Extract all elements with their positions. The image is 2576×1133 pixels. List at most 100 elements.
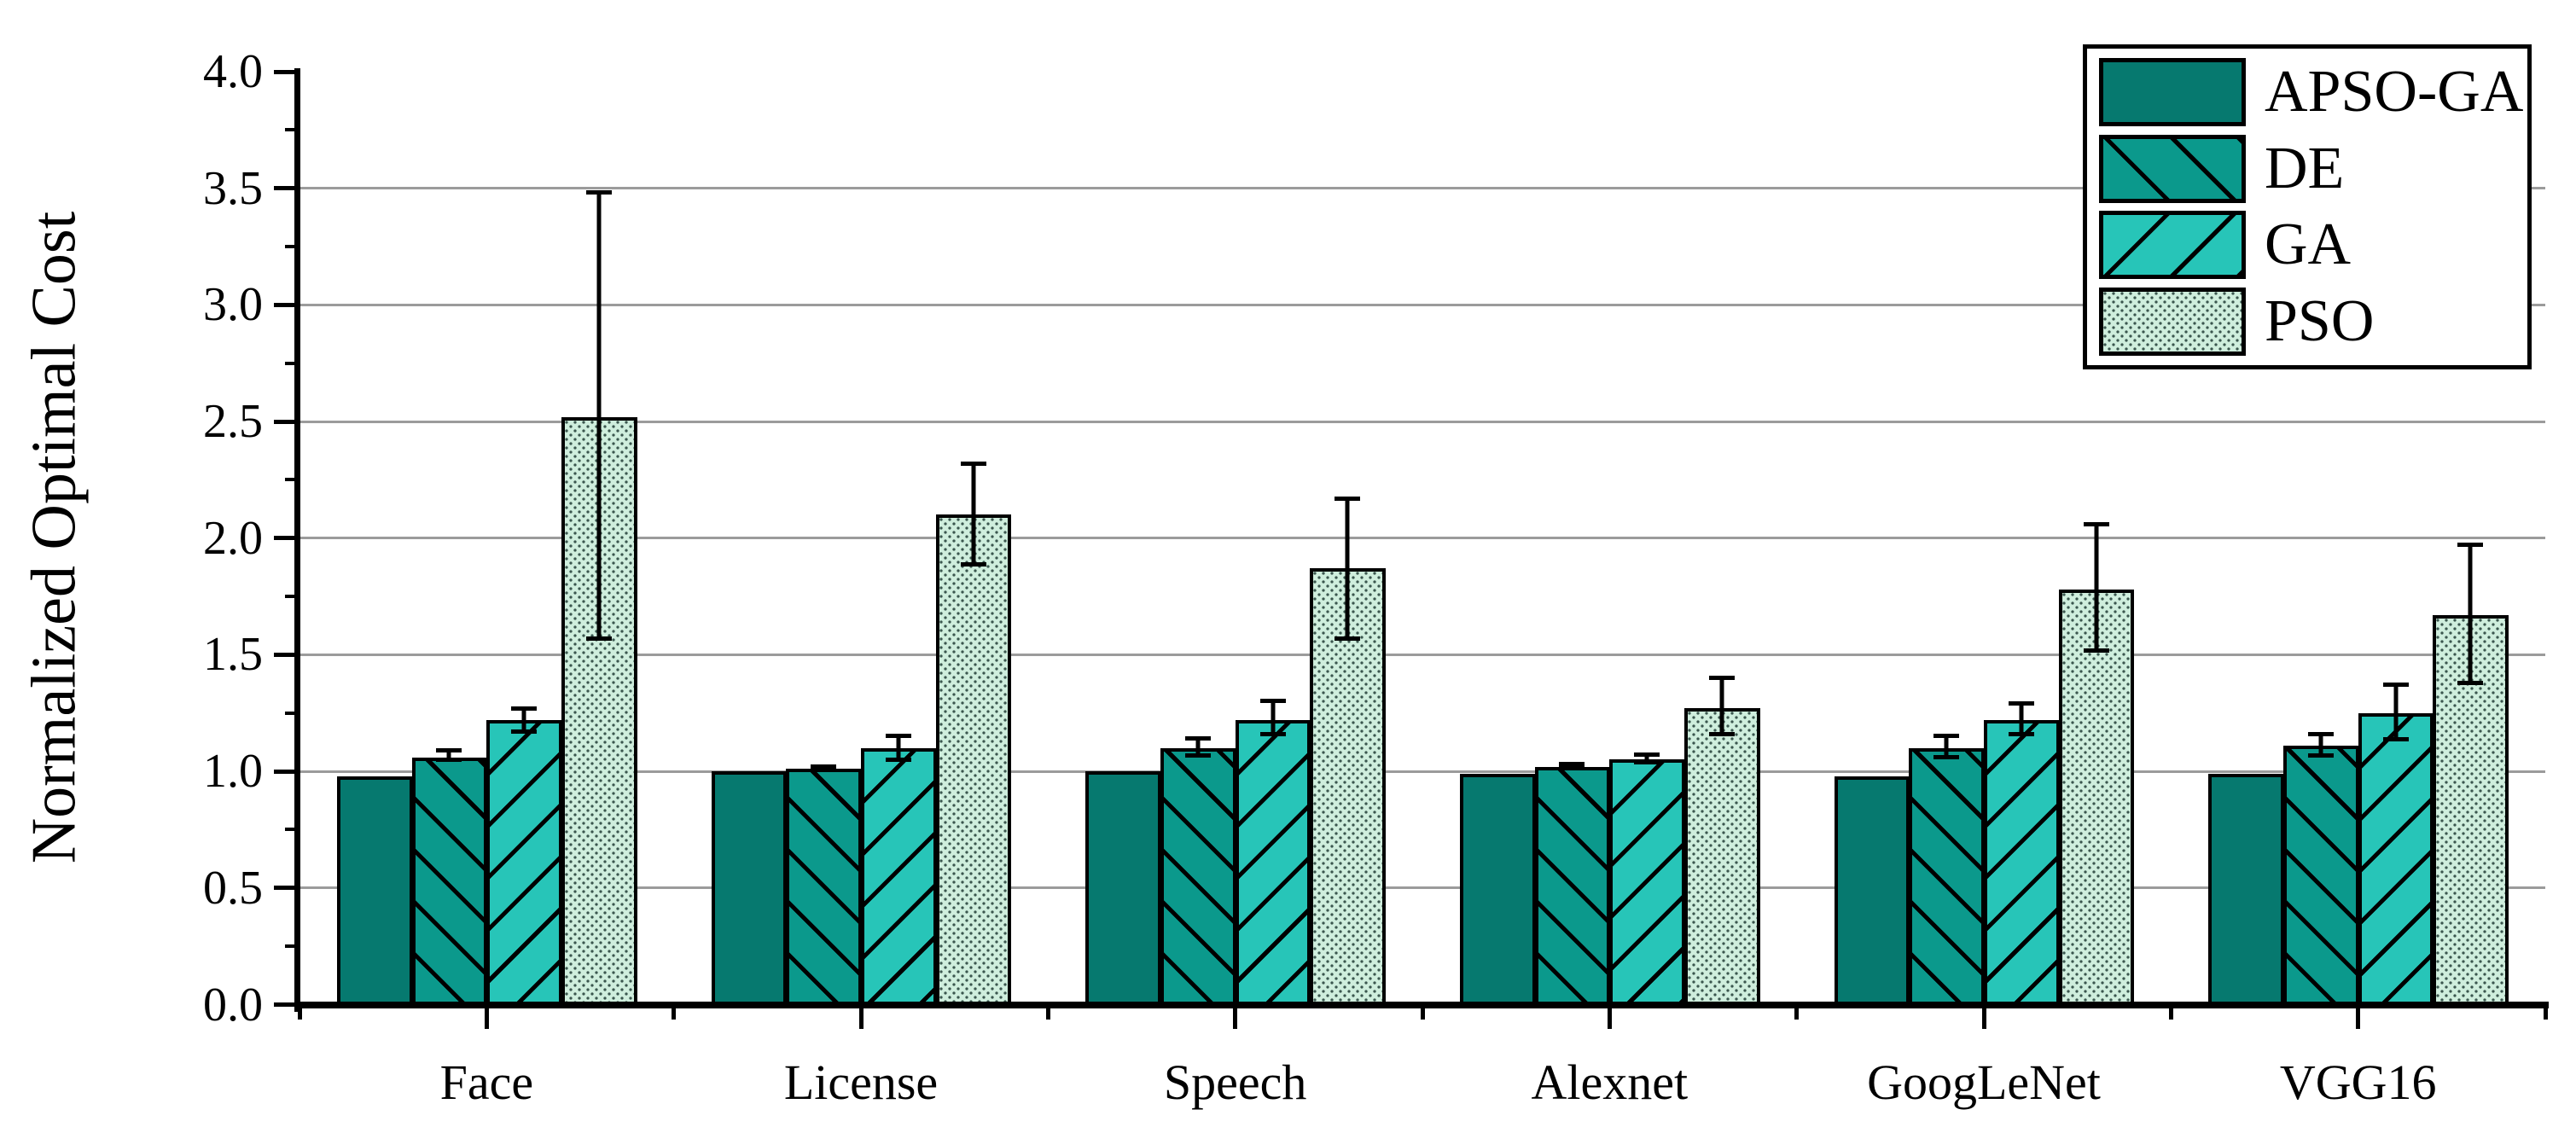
y-gridline bbox=[299, 420, 2545, 423]
y-tick-label: 3.0 bbox=[203, 278, 263, 332]
error-bar-cap bbox=[1933, 734, 1960, 739]
error-bar-cap bbox=[2457, 543, 2484, 548]
error-bar-cap bbox=[811, 767, 837, 772]
y-minor-tick bbox=[285, 128, 295, 132]
x-tick-label: Speech bbox=[1163, 1055, 1307, 1110]
error-bar-cap bbox=[1559, 762, 1585, 767]
y-tick-label: 4.0 bbox=[203, 45, 263, 98]
bar-pso-license bbox=[935, 514, 1012, 1008]
error-bar-cap bbox=[585, 636, 612, 642]
error-bar-line bbox=[2094, 521, 2099, 653]
y-minor-tick bbox=[285, 478, 295, 482]
legend-label: APSO-GA bbox=[2265, 58, 2524, 125]
bar-ga-alexnet bbox=[1609, 759, 1686, 1008]
bar-apso-ga-face bbox=[336, 776, 413, 1008]
y-tick-label: 0.5 bbox=[203, 861, 263, 915]
legend-swatch-de bbox=[2099, 134, 2246, 203]
error-bar-cap bbox=[1559, 764, 1585, 770]
legend-item-pso: PSO bbox=[2087, 285, 2527, 358]
bar-pso-alexnet bbox=[1684, 708, 1760, 1008]
error-bar-de-speech bbox=[1184, 736, 1211, 758]
y-gridline bbox=[299, 886, 2545, 890]
error-bar-cap bbox=[2307, 731, 2334, 736]
error-bar-pso-license bbox=[960, 461, 986, 566]
error-bar-line bbox=[1271, 699, 1276, 737]
x-tick-label: VGG16 bbox=[2279, 1055, 2437, 1110]
x-minor-tick bbox=[2543, 1008, 2548, 1020]
y-tick-label: 3.5 bbox=[203, 161, 263, 215]
error-bar-de-license bbox=[811, 764, 837, 772]
x-major-tick bbox=[1607, 1008, 1612, 1029]
x-minor-tick bbox=[297, 1008, 302, 1020]
error-bar-pso-alexnet bbox=[1708, 676, 1735, 737]
y-major-tick bbox=[274, 536, 295, 541]
error-bar-ga-face bbox=[511, 706, 538, 735]
legend-label: GA bbox=[2265, 212, 2352, 278]
error-bar-de-googlenet bbox=[1933, 734, 1960, 760]
error-bar-cap bbox=[1184, 752, 1211, 758]
error-bar-cap bbox=[2083, 521, 2109, 526]
x-minor-tick bbox=[1420, 1008, 1425, 1020]
legend-label: DE bbox=[2265, 135, 2345, 201]
error-bar-ga-alexnet bbox=[1634, 752, 1660, 764]
y-gridline bbox=[299, 537, 2545, 540]
error-bar-line bbox=[1644, 752, 1649, 764]
y-major-tick bbox=[274, 652, 295, 657]
x-major-tick bbox=[2356, 1008, 2361, 1029]
bar-de-alexnet bbox=[1534, 766, 1611, 1008]
x-major-tick bbox=[484, 1008, 489, 1029]
error-bar-cap bbox=[2083, 648, 2109, 653]
y-major-tick bbox=[274, 302, 295, 307]
error-bar-cap bbox=[885, 734, 911, 739]
error-bar-cap bbox=[2008, 701, 2034, 706]
y-tick-label: 1.5 bbox=[203, 628, 263, 682]
error-bar-de-alexnet bbox=[1559, 762, 1585, 770]
error-bar-line bbox=[1345, 496, 1350, 642]
error-bar-cap bbox=[1933, 755, 1960, 760]
y-tick-label: 0.0 bbox=[203, 978, 263, 1031]
error-bar-line bbox=[1944, 734, 1949, 760]
legend-swatch-ga bbox=[2099, 211, 2246, 280]
error-bar-cap bbox=[1634, 752, 1660, 758]
x-major-tick bbox=[1233, 1008, 1238, 1029]
error-bar-ga-speech bbox=[1259, 699, 1286, 737]
y-minor-tick bbox=[285, 711, 295, 715]
error-bar-cap bbox=[436, 747, 462, 752]
y-major-tick bbox=[274, 886, 295, 891]
bar-pso-vgg16 bbox=[2433, 614, 2509, 1008]
error-bar-cap bbox=[1335, 636, 1361, 642]
bar-ga-license bbox=[861, 747, 937, 1008]
error-bar-line bbox=[2318, 731, 2323, 758]
x-minor-tick bbox=[1794, 1008, 1800, 1020]
x-tick-label: Face bbox=[439, 1055, 534, 1110]
error-bar-line bbox=[1195, 736, 1201, 758]
error-bar-cap bbox=[2307, 752, 2334, 758]
y-major-tick bbox=[274, 186, 295, 191]
x-minor-tick bbox=[1045, 1008, 1050, 1020]
y-minor-tick bbox=[285, 944, 295, 949]
y-minor-tick bbox=[285, 361, 295, 365]
error-bar-pso-speech bbox=[1335, 496, 1361, 642]
error-bar-cap bbox=[1708, 676, 1735, 681]
error-bar-cap bbox=[2382, 683, 2409, 688]
y-tick-label: 2.0 bbox=[203, 511, 263, 565]
error-bar-pso-googlenet bbox=[2083, 521, 2109, 653]
error-bar-ga-vgg16 bbox=[2382, 683, 2409, 741]
error-bar-cap bbox=[1259, 732, 1286, 737]
error-bar-line bbox=[2393, 683, 2399, 741]
error-bar-cap bbox=[1184, 736, 1211, 741]
error-bar-cap bbox=[511, 729, 538, 735]
legend-item-apso-ga: APSO-GA bbox=[2087, 55, 2527, 129]
error-bar-line bbox=[596, 190, 602, 642]
legend-item-ga: GA bbox=[2087, 208, 2527, 282]
error-bar-pso-face bbox=[585, 190, 612, 642]
error-bar-line bbox=[446, 747, 451, 763]
bar-ga-speech bbox=[1235, 719, 1311, 1008]
bar-de-face bbox=[411, 757, 488, 1008]
error-bar-ga-googlenet bbox=[2008, 701, 2034, 737]
legend-swatch-apso-ga bbox=[2099, 57, 2246, 126]
error-bar-cap bbox=[2008, 732, 2034, 737]
error-bar-de-face bbox=[436, 747, 462, 763]
x-tick-label: Alexnet bbox=[1531, 1055, 1689, 1110]
bar-de-vgg16 bbox=[2282, 746, 2359, 1008]
